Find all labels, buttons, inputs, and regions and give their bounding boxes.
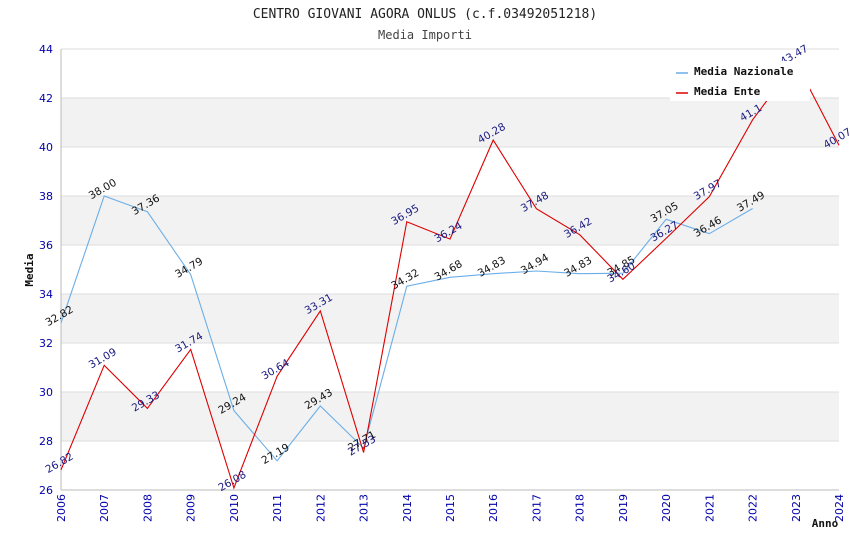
y-tick-36: 36 — [39, 239, 53, 252]
x-tick-2011: 2011 — [271, 494, 284, 522]
x-tick-2020: 2020 — [660, 494, 673, 522]
data-label-media-nazionale-2015: 34.68 — [432, 258, 464, 283]
legend-label-media-ente: Media Ente — [694, 85, 761, 98]
data-label-media-nazionale-2009: 34.79 — [173, 255, 205, 280]
legend-box — [670, 61, 810, 101]
x-tick-2015: 2015 — [444, 494, 457, 522]
data-label-media-ente-2006: 26.82 — [43, 451, 75, 476]
x-tick-labels: 2006 2007 2008 2009 2010 2011 2012 2013 2014 2015… — [55, 494, 846, 522]
x-tick-2009: 2009 — [185, 494, 198, 522]
grid-band — [61, 294, 839, 343]
y-tick-28: 28 — [39, 435, 53, 448]
x-tick-2014: 2014 — [401, 494, 414, 522]
series-line-media-nazionale — [60, 195, 753, 462]
x-tick-2024: 2024 — [833, 494, 846, 522]
series-line-media-ente — [60, 60, 840, 490]
x-axis-label: Anno — [812, 517, 839, 530]
y-tick-30: 30 — [39, 386, 53, 399]
x-tick-2010: 2010 — [228, 494, 241, 522]
y-tick-42: 42 — [39, 92, 53, 105]
x-tick-2008: 2008 — [141, 494, 154, 522]
grid-band — [61, 98, 839, 147]
grid-bands — [61, 98, 839, 441]
legend[interactable]: Media Nazionale Media Ente — [670, 61, 810, 101]
x-tick-2007: 2007 — [98, 494, 111, 522]
data-label-media-nazionale-2017: 34.94 — [519, 252, 551, 278]
y-tick-32: 32 — [39, 337, 53, 350]
data-label-media-nazionale-2014: 34.32 — [389, 267, 421, 292]
x-tick-2016: 2016 — [487, 494, 500, 522]
data-label-media-nazionale-2016: 34.83 — [476, 254, 508, 279]
grid-band — [61, 392, 839, 441]
x-tick-2021: 2021 — [703, 494, 716, 522]
y-tick-26: 26 — [39, 484, 53, 497]
y-tick-labels: 26 28 30 32 34 36 38 40 42 44 — [39, 43, 53, 497]
y-tick-40: 40 — [39, 141, 53, 154]
x-tick-2013: 2013 — [358, 494, 371, 522]
y-axis-label: Media — [23, 253, 36, 286]
x-tick-2022: 2022 — [747, 494, 760, 522]
legend-label-media-nazionale: Media Nazionale — [694, 65, 794, 78]
x-tick-2023: 2023 — [790, 494, 803, 522]
axes — [60, 49, 839, 491]
grid-band — [61, 196, 839, 245]
x-tick-2017: 2017 — [530, 494, 543, 522]
chart-subtitle: Media Importi — [378, 28, 472, 42]
y-tick-38: 38 — [39, 190, 53, 203]
series-lines — [60, 60, 840, 490]
y-tick-44: 44 — [39, 43, 53, 56]
y-tick-34: 34 — [39, 288, 53, 301]
chart-title: CENTRO GIOVANI AGORA ONLUS (c.f.03492051… — [253, 7, 597, 22]
x-tick-2012: 2012 — [314, 494, 327, 522]
data-label-media-nazionale-2018: 34.83 — [562, 254, 594, 279]
x-tick-2019: 2019 — [617, 494, 630, 522]
x-tick-2018: 2018 — [574, 494, 587, 522]
x-tick-2006: 2006 — [55, 494, 68, 522]
